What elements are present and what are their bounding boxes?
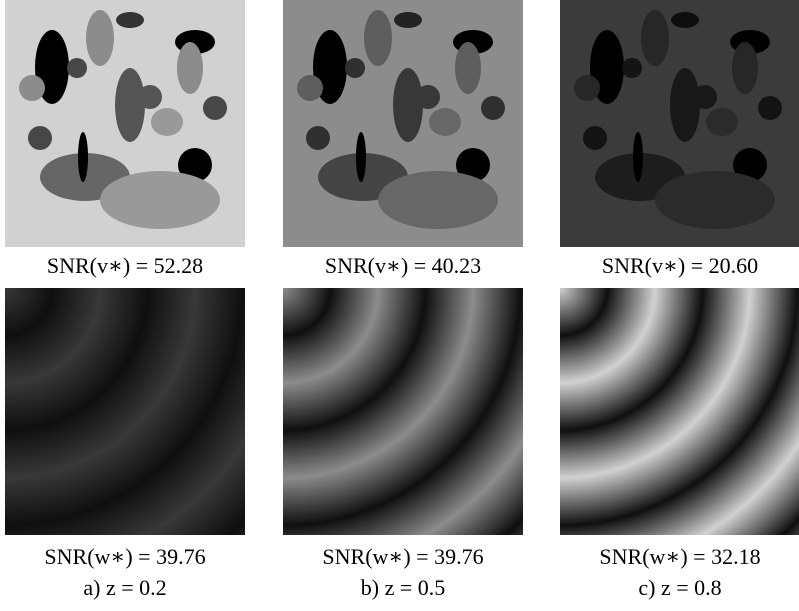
ellipse-shape [732, 42, 758, 94]
subfigure-label: c) z = 0.8 [638, 575, 721, 600]
phantom-image [560, 0, 799, 247]
ellipse-shape [455, 42, 481, 94]
ellipse-shape [622, 58, 642, 78]
ellipse-shape [297, 75, 323, 101]
ellipse-shape [671, 12, 699, 28]
phantom-image [5, 0, 245, 247]
ellipse-shape [345, 58, 365, 78]
phantom-image [283, 0, 523, 247]
caption: SNR(w∗) = 39.76 [322, 544, 483, 569]
rings-image [283, 288, 523, 535]
ellipse-shape [583, 126, 607, 150]
figure: SNR(v∗) = 52.28 SNR(w∗) = 39.76 a) z = 0.2… [0, 0, 799, 611]
ellipse-shape [78, 132, 88, 182]
ellipse-shape [378, 171, 498, 229]
ellipse-shape [306, 126, 330, 150]
subfigure-label: b) z = 0.5 [361, 575, 446, 600]
ellipse-shape [633, 132, 643, 182]
ellipse-shape [67, 58, 87, 78]
ellipse-shape [28, 126, 52, 150]
ellipse-shape [151, 108, 183, 136]
rings-image [560, 288, 799, 535]
ellipse-shape [416, 85, 440, 109]
ellipse-shape [655, 171, 775, 229]
ellipse-shape [758, 96, 782, 120]
caption: SNR(v∗) = 52.28 [47, 253, 203, 278]
ellipse-shape [394, 12, 422, 28]
ellipse-shape [393, 68, 423, 142]
caption: SNR(w∗) = 39.76 [44, 544, 205, 569]
ellipse-shape [116, 12, 144, 28]
ellipse-shape [481, 96, 505, 120]
ellipse-shape [574, 75, 600, 101]
ellipse-shape [177, 42, 203, 94]
caption: SNR(w∗) = 32.18 [599, 544, 760, 569]
subfigure-label: a) z = 0.2 [83, 575, 166, 600]
rings [283, 288, 523, 535]
ellipse-shape [100, 171, 220, 229]
rings [560, 288, 799, 535]
ellipse-shape [364, 10, 392, 66]
ellipse-shape [203, 96, 227, 120]
caption: SNR(v∗) = 40.23 [325, 253, 481, 278]
rings [5, 288, 245, 535]
ellipse-shape [693, 85, 717, 109]
ellipse-shape [19, 75, 45, 101]
caption: SNR(v∗) = 20.60 [602, 253, 758, 278]
ellipse-shape [706, 108, 738, 136]
ellipse-shape [86, 10, 114, 66]
rings-image [5, 288, 245, 535]
ellipse-shape [429, 108, 461, 136]
ellipse-shape [641, 10, 669, 66]
ellipse-shape [115, 68, 145, 142]
ellipse-shape [356, 132, 366, 182]
ellipse-shape [670, 68, 700, 142]
ellipse-shape [138, 85, 162, 109]
